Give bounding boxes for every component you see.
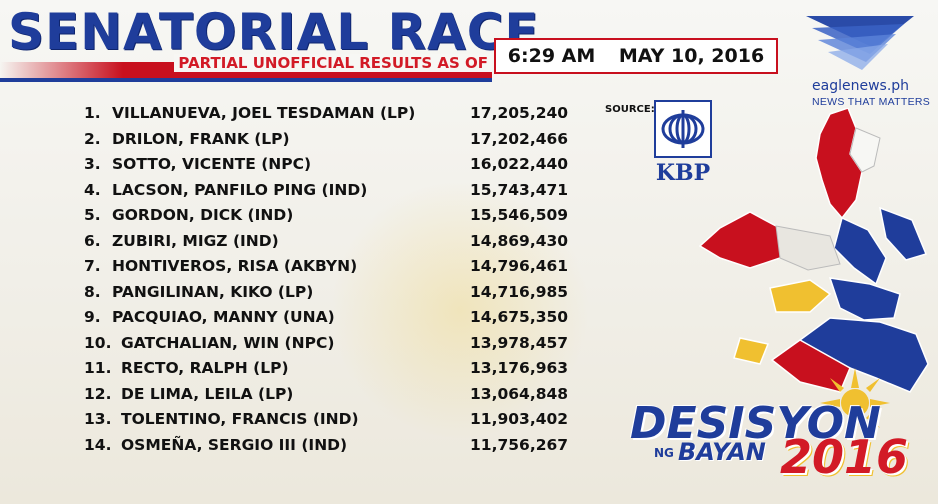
result-row: 5. GORDON, DICK (IND) 15,546,509 (84, 206, 584, 232)
logo-desisyon: DESISYON (630, 398, 881, 449)
result-candidate-name: GORDON, DICK (IND) (112, 206, 294, 224)
result-votes: 14,796,461 (470, 257, 569, 275)
result-rank: 12. (84, 384, 112, 403)
philippines-map-icon (698, 108, 929, 393)
result-rank: 14. (84, 435, 112, 454)
result-rank: 5. (84, 206, 101, 224)
page-title: SENATORIAL RACE (8, 3, 540, 61)
result-votes: 15,546,509 (470, 206, 569, 224)
result-rank: 10. (84, 333, 112, 352)
result-row: 8. PANGILINAN, KIKO (LP) 14,716,985 (84, 283, 584, 309)
result-candidate-name: GATCHALIAN, WIN (NPC) (121, 333, 335, 352)
result-votes: 14,869,430 (470, 231, 569, 250)
result-votes: 17,205,240 (470, 104, 569, 122)
desisyon-ng-bayan-logo: DESISYON NG BAYAN 2016 (630, 368, 938, 504)
result-row: 6. ZUBIRI, MIGZ (IND) 14,869,430 (84, 232, 584, 258)
result-votes: 13,176,963 (470, 359, 569, 377)
result-row: 3. SOTTO, VICENTE (NPC) 16,022,440 (84, 155, 584, 181)
result-rank: 7. (84, 257, 101, 275)
result-row: 4. LACSON, PANFILO PING (IND) 15,743,471 (84, 181, 584, 207)
result-candidate-name: HONTIVEROS, RISA (AKBYN) (112, 257, 358, 275)
result-candidate-name: PACQUIAO, MANNY (UNA) (112, 308, 335, 326)
result-row: 10. GATCHALIAN, WIN (NPC) 13,978,457 (84, 334, 584, 360)
result-row: 9. PACQUIAO, MANNY (UNA) 14,675,350 (84, 308, 584, 334)
result-rank: 11. (84, 359, 112, 377)
result-row: 2. DRILON, FRANK (LP) 17,202,466 (84, 130, 584, 156)
result-candidate-name: PANGILINAN, KIKO (LP) (112, 282, 314, 301)
result-rank: 2. (84, 129, 101, 148)
result-rank: 3. (84, 155, 101, 173)
kbp-logo-text: KBP (656, 160, 710, 184)
source-label: SOURCE: (605, 104, 655, 115)
brand-tagline: NEWS THAT MATTERS (812, 96, 931, 108)
result-row: 12. DE LIMA, LEILA (LP) 13,064,848 (84, 385, 584, 411)
result-rank: 1. (84, 104, 101, 122)
sun-icon (820, 368, 890, 438)
result-row: 1. VILLANUEVA, JOEL TESDAMAN (LP) 17,205,2… (84, 104, 584, 130)
timestamp-box: 6:29 AM MAY 10, 2016 (494, 38, 778, 74)
result-rank: 6. (84, 231, 101, 250)
result-votes: 15,743,471 (470, 180, 569, 199)
kbp-logo: KBP (654, 100, 712, 184)
result-votes: 14,716,985 (470, 282, 569, 301)
title-blue-line (0, 78, 492, 82)
result-votes: 16,022,440 (470, 155, 569, 173)
result-candidate-name: ZUBIRI, MIGZ (IND) (112, 231, 279, 250)
result-candidate-name: DE LIMA, LEILA (LP) (121, 384, 294, 403)
background-sun-glow (330, 180, 590, 440)
result-row: 11. RECTO, RALPH (LP) 13,176,963 (84, 359, 584, 385)
result-candidate-name: DRILON, FRANK (LP) (112, 129, 290, 148)
result-votes: 13,978,457 (470, 333, 569, 352)
result-row: 7. HONTIVEROS, RISA (AKBYN) 14,796,461 (84, 257, 584, 283)
result-votes: 14,675,350 (470, 308, 569, 326)
result-votes: 11,756,267 (470, 435, 569, 454)
result-candidate-name: SOTTO, VICENTE (NPC) (112, 155, 312, 173)
result-candidate-name: LACSON, PANFILO PING (IND) (112, 180, 368, 199)
timestamp-time: 6:29 AM (507, 45, 596, 67)
timestamp-date: MAY 10, 2016 (618, 45, 765, 67)
results-list: 1. VILLANUEVA, JOEL TESDAMAN (LP) 17,205,2… (84, 104, 584, 461)
result-votes: 17,202,466 (470, 129, 569, 148)
result-candidate-name: RECTO, RALPH (LP) (121, 359, 289, 377)
result-candidate-name: VILLANUEVA, JOEL TESDAMAN (LP) (112, 104, 416, 122)
results-subtitle: PARTIAL UNOFFICIAL RESULTS AS OF (174, 54, 492, 72)
logo-year: 2016 (780, 430, 909, 484)
result-candidate-name: OSMEÑA, SERGIO III (IND) (121, 435, 348, 454)
eaglenews-logo-icon (806, 16, 914, 70)
result-candidate-name: TOLENTINO, FRANCIS (IND) (121, 410, 359, 428)
result-votes: 11,903,402 (470, 410, 569, 428)
logo-bayan: BAYAN (678, 438, 766, 466)
result-rank: 4. (84, 180, 101, 199)
result-votes: 13,064,848 (470, 384, 569, 403)
result-row: 13. TOLENTINO, FRANCIS (IND) 11,903,402 (84, 410, 584, 436)
result-rank: 8. (84, 282, 101, 301)
logo-ng: NG (654, 446, 674, 460)
result-rank: 13. (84, 410, 112, 428)
brand-site: eaglenews.ph (812, 78, 910, 94)
result-row: 14. OSMEÑA, SERGIO III (IND) 11,756,267 (84, 436, 584, 462)
result-rank: 9. (84, 308, 101, 326)
